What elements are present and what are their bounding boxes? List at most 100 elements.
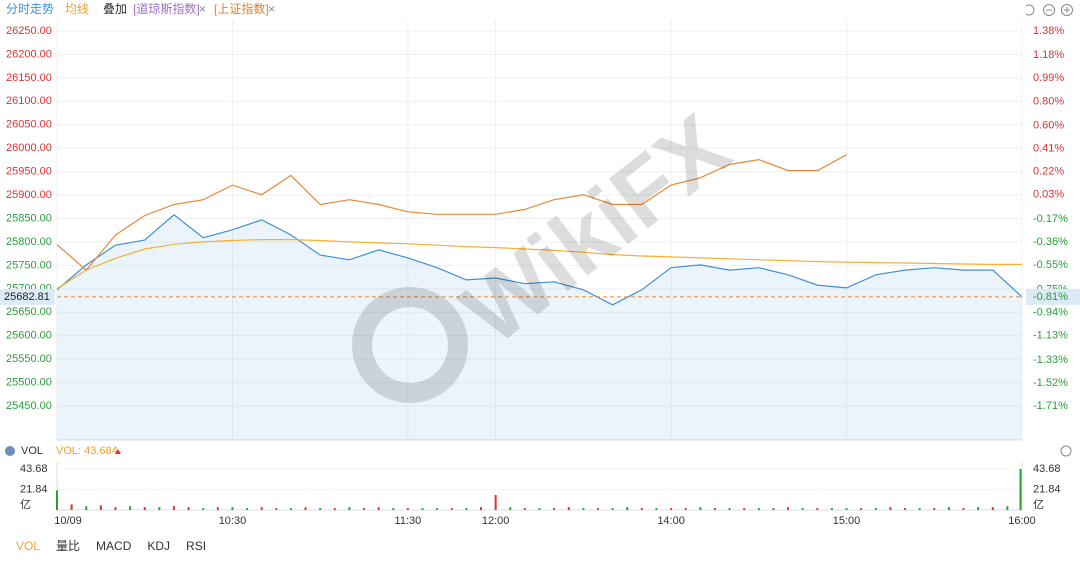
vol-bar: [582, 508, 585, 510]
vol-bar: [611, 508, 614, 510]
vol-bar: [728, 508, 731, 510]
vol-bar: [801, 508, 804, 510]
vol-bar: [947, 507, 950, 510]
vol-bar: [494, 494, 497, 510]
vol-bar: [363, 508, 366, 510]
y2-tick-label: 0.60%: [1033, 120, 1064, 132]
vol-bar: [772, 508, 775, 510]
last-price-box: [0, 288, 55, 305]
y-tick-label: 26250.00: [6, 25, 52, 37]
vol-bar: [918, 508, 921, 510]
x-tick-label: 11:30: [395, 515, 422, 527]
overlay-dow[interactable]: [道琼斯指数]: [133, 1, 200, 16]
vol-bar: [640, 508, 643, 510]
x-tick-label: 12:00: [482, 515, 510, 527]
y2-tick-label: -1.33%: [1033, 354, 1068, 366]
zoom-out-icon[interactable]: [1043, 4, 1055, 16]
y2-tick-label: -1.13%: [1033, 330, 1068, 342]
close-icon[interactable]: ×: [199, 2, 206, 16]
vol-unit: 亿: [20, 498, 31, 511]
y-tick-label: 25900.00: [6, 189, 52, 201]
x-tick-label: 10/09: [54, 515, 82, 527]
vol-bar: [114, 507, 117, 510]
y2-tick-label: -0.94%: [1033, 306, 1068, 318]
y-tick-label: 25600.00: [6, 330, 52, 342]
y-tick-label: 25800.00: [6, 236, 52, 248]
vol-bar: [860, 508, 863, 510]
vol-bar: [670, 508, 673, 510]
x-tick-label: 10:30: [219, 515, 247, 527]
vol-bar: [904, 508, 907, 510]
vol-bar: [1019, 469, 1022, 510]
y-tick-label: 25950.00: [6, 166, 52, 178]
vol-bar: [99, 505, 102, 510]
vol-bar: [596, 508, 599, 510]
vol-bar: [889, 507, 892, 510]
vol-tick-label: 21.84: [1033, 483, 1061, 495]
y-tick-label: 26050.00: [6, 119, 52, 131]
y2-tick-label: -0.17%: [1033, 213, 1068, 225]
vol-bar: [406, 508, 409, 510]
y-tick-label: 25750.00: [6, 259, 52, 271]
y-tick-label: 25450.00: [6, 400, 52, 412]
vol-bar: [421, 508, 424, 510]
indicator-tab[interactable]: MACD: [96, 539, 132, 553]
vol-bar: [757, 508, 760, 510]
vol-bar: [655, 508, 658, 510]
vol-title: VOL: [21, 445, 43, 457]
vol-legend: VOL: 43.684: [56, 445, 118, 457]
y2-tick-label: 1.38%: [1033, 25, 1064, 37]
vol-bar: [246, 508, 249, 510]
y-tick-label: 26100.00: [6, 95, 52, 107]
y2-tick-label: -1.52%: [1033, 377, 1068, 389]
series-line: [56, 214, 1023, 306]
vol-bar: [1006, 506, 1009, 510]
y-tick-label: 25550.00: [6, 353, 52, 365]
vol-tick-label: 21.84: [20, 483, 48, 495]
y-tick-label: 25850.00: [6, 212, 52, 224]
indicator-tab[interactable]: VOL: [16, 539, 40, 553]
y2-tick-label: 0.41%: [1033, 143, 1064, 155]
close-icon[interactable]: ×: [268, 2, 275, 16]
vol-bar: [56, 490, 58, 510]
vol-bar: [567, 507, 570, 510]
tab-avg[interactable]: 均线: [65, 2, 89, 16]
vol-bar: [129, 506, 132, 510]
reset-icon[interactable]: [1025, 4, 1035, 16]
toolbar-icons: [1025, 4, 1073, 16]
vol-bar: [377, 507, 380, 510]
vol-bar: [991, 507, 994, 510]
vol-bar: [743, 508, 746, 510]
zoom-in-icon[interactable]: [1061, 4, 1073, 16]
last-price-label: 25682.81: [4, 291, 50, 303]
vol-toggle[interactable]: [5, 446, 15, 456]
vol-bar: [553, 508, 556, 510]
vol-bar: [962, 508, 965, 510]
tab-timeline[interactable]: 分时走势: [6, 2, 54, 16]
series-line: [56, 239, 1022, 290]
tab-overlay[interactable]: 叠加: [103, 2, 127, 16]
indicator-tab[interactable]: KDJ: [147, 539, 170, 553]
y2-tick-label: -1.71%: [1033, 400, 1068, 412]
vol-bar: [538, 508, 541, 510]
vol-bar: [85, 506, 88, 510]
vol-tick-label: 43.68: [20, 463, 48, 475]
overlay-sh[interactable]: [上证指数]: [214, 1, 269, 16]
y2-tick-label: 0.22%: [1033, 166, 1064, 178]
vol-bar: [70, 504, 73, 510]
watermark-logo: [352, 287, 468, 403]
last-change-label: -0.81%: [1033, 291, 1068, 303]
vol-bar: [816, 508, 819, 510]
vol-unit: 亿: [1033, 498, 1044, 511]
y-tick-label: 25500.00: [6, 376, 52, 388]
indicator-tab[interactable]: RSI: [186, 539, 206, 553]
settings-icon[interactable]: [1060, 445, 1072, 457]
vol-bar: [845, 508, 848, 510]
vol-bar: [392, 508, 395, 510]
watermark-logo: [372, 307, 448, 383]
vol-bar: [304, 507, 307, 510]
up-arrow: [115, 449, 121, 454]
indicator-tab[interactable]: 量比: [56, 539, 80, 553]
vol-bar: [436, 508, 439, 510]
